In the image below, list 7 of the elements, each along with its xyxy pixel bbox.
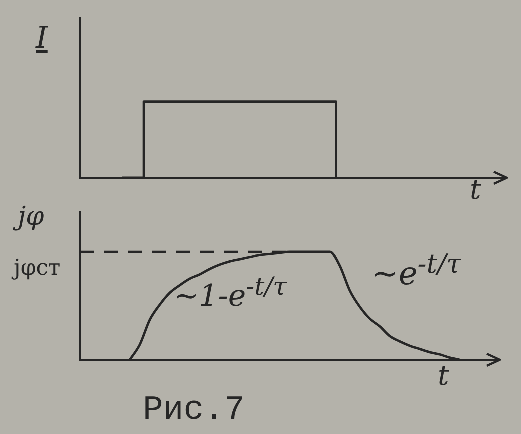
text: Рис.7 xyxy=(143,392,246,430)
y-axis-title: I xyxy=(36,21,48,56)
x-axis-title: t xyxy=(470,173,482,206)
x-axis-title: t xyxy=(438,359,450,392)
annotation: ~e$^{-t/τ}$ xyxy=(372,249,462,293)
ref-line-label: jφст xyxy=(14,256,61,281)
annotation: ~1-e$^{-t/τ}$ xyxy=(174,272,287,314)
